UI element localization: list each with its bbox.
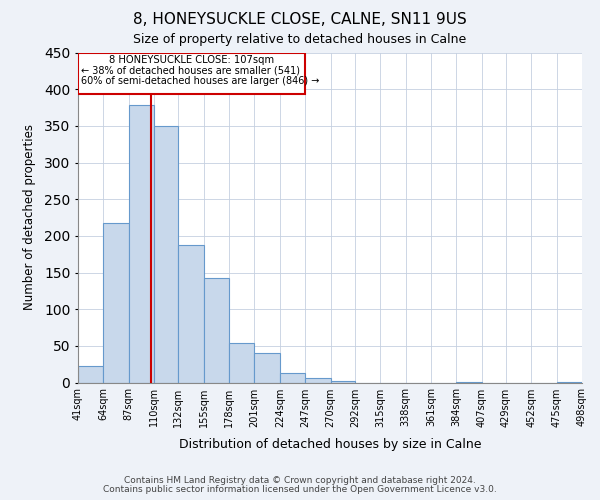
Bar: [229, 343, 254, 382]
Bar: [129, 106, 154, 382]
Text: 60% of semi-detached houses are larger (846) →: 60% of semi-detached houses are larger (…: [82, 76, 320, 86]
Bar: [331, 381, 355, 382]
FancyBboxPatch shape: [78, 52, 305, 94]
Bar: [78, 366, 103, 382]
Text: 8, HONEYSUCKLE CLOSE, CALNE, SN11 9US: 8, HONEYSUCKLE CLOSE, CALNE, SN11 9US: [133, 12, 467, 28]
Bar: [103, 222, 129, 382]
Bar: [204, 278, 229, 382]
Bar: [254, 353, 280, 382]
Bar: [154, 126, 178, 382]
Bar: [280, 373, 305, 382]
Text: ← 38% of detached houses are smaller (541): ← 38% of detached houses are smaller (54…: [82, 65, 301, 75]
Text: Contains HM Land Registry data © Crown copyright and database right 2024.: Contains HM Land Registry data © Crown c…: [124, 476, 476, 485]
Text: Size of property relative to detached houses in Calne: Size of property relative to detached ho…: [133, 32, 467, 46]
Text: Contains public sector information licensed under the Open Government Licence v3: Contains public sector information licen…: [103, 485, 497, 494]
Bar: [178, 244, 204, 382]
Y-axis label: Number of detached properties: Number of detached properties: [23, 124, 35, 310]
X-axis label: Distribution of detached houses by size in Calne: Distribution of detached houses by size …: [179, 438, 481, 451]
Text: 8 HONEYSUCKLE CLOSE: 107sqm: 8 HONEYSUCKLE CLOSE: 107sqm: [109, 55, 274, 65]
Bar: [305, 378, 331, 382]
